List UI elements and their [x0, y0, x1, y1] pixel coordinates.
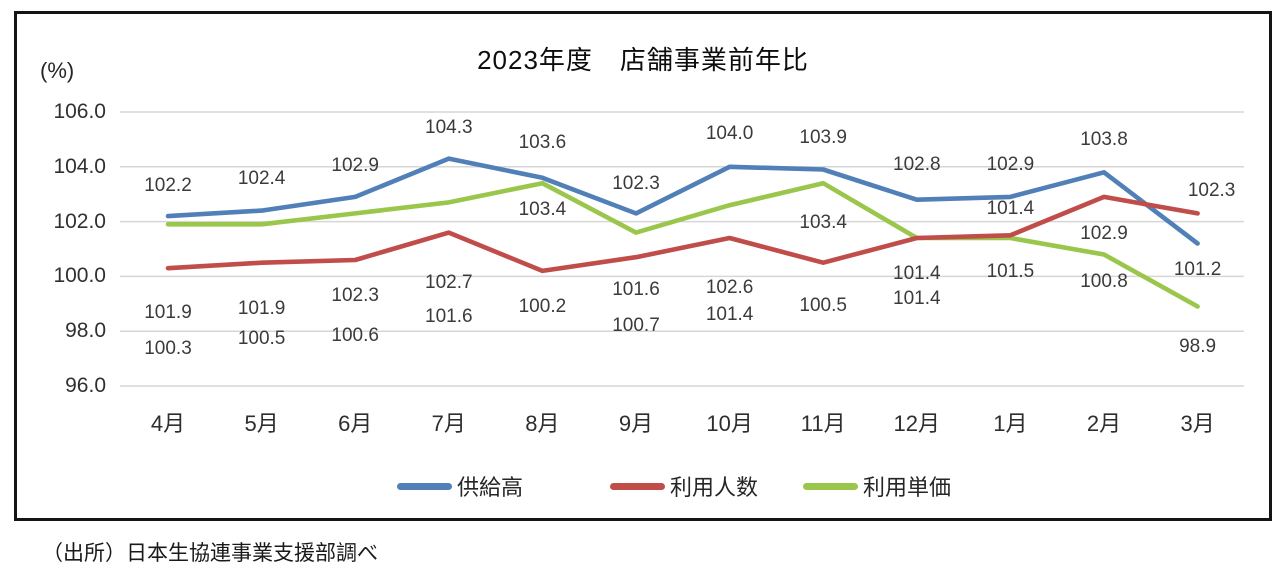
y-axis-unit-label: (%)	[40, 58, 75, 83]
month-label: 7月	[431, 411, 466, 436]
data-label: 101.9	[144, 302, 192, 323]
month-label: 11月	[800, 411, 846, 436]
data-label: 101.4	[705, 304, 754, 325]
data-label: 102.9	[986, 154, 1035, 175]
data-label: 102.3	[612, 173, 660, 194]
data-label: 101.9	[237, 298, 286, 319]
data-label: 102.6	[705, 277, 754, 298]
data-label: 100.6	[331, 325, 379, 346]
legend-label-users: 利用人数	[670, 475, 759, 500]
unit-price-line	[165, 180, 1200, 309]
supply-line	[165, 156, 1200, 246]
legend-label-supply: 供給高	[457, 475, 524, 500]
data-label: 101.4	[986, 198, 1035, 219]
data-label: 102.9	[331, 155, 379, 176]
data-label: 102.7	[425, 272, 473, 293]
month-label: 6月	[338, 411, 373, 436]
data-label: 98.9	[1179, 336, 1217, 357]
y-tick-label: 104.0	[53, 154, 106, 178]
data-label: 102.3	[331, 285, 379, 306]
data-label: 101.4	[893, 288, 941, 309]
data-label: 100.3	[144, 338, 192, 359]
legend-swatch-supply	[397, 482, 452, 490]
data-label: 103.6	[518, 132, 567, 153]
month-label: 4月	[150, 411, 186, 436]
data-label: 104.0	[705, 123, 754, 144]
data-label: 100.5	[237, 328, 286, 349]
data-label: 102.9	[1080, 223, 1128, 244]
legend-item-unit-price: 利用単価	[803, 471, 951, 501]
month-label: 2月	[1086, 411, 1122, 436]
y-tick-label: 96.0	[65, 374, 106, 397]
legend-label-unit-price: 利用単価	[863, 475, 952, 500]
legend-item-users: 利用人数	[610, 471, 758, 501]
chart-title: 2023年度 店舗事業前年比	[477, 45, 809, 75]
y-tick-label: 102.0	[53, 209, 106, 233]
month-label: 3月	[1180, 411, 1215, 436]
month-label: 1月	[993, 411, 1028, 436]
month-label: 9月	[618, 411, 654, 436]
month-label: 5月	[244, 411, 279, 436]
data-label: 103.4	[518, 199, 567, 220]
data-label: 103.8	[1080, 129, 1128, 150]
data-label: 101.6	[612, 279, 660, 300]
data-label: 103.4	[799, 212, 847, 233]
data-label: 103.9	[799, 127, 847, 148]
data-label: 101.5	[986, 261, 1035, 282]
users-line	[165, 194, 1200, 274]
y-tick-label: 100.0	[53, 264, 106, 288]
data-label: 102.8	[893, 154, 941, 175]
legend-swatch-users	[610, 482, 665, 490]
data-label: 104.3	[425, 117, 473, 138]
y-tick-label: 98.0	[65, 319, 106, 343]
y-tick-label: 106.0	[53, 100, 106, 123]
month-label: 8月	[525, 411, 560, 436]
data-label: 100.7	[612, 315, 660, 336]
data-label: 101.2	[1173, 259, 1222, 280]
data-label: 100.2	[518, 296, 567, 317]
legend-item-supply: 供給高	[397, 471, 523, 501]
month-label: 10月	[706, 411, 753, 436]
data-label: 101.6	[425, 306, 473, 327]
data-label: 102.3	[1187, 180, 1236, 201]
month-label: 12月	[893, 411, 941, 436]
legend-swatch-unit-price	[803, 482, 858, 490]
data-label: 100.8	[1080, 271, 1128, 292]
data-label: 102.2	[144, 175, 192, 196]
source-note: （出所）日本生協連事業支援部調べ	[42, 542, 378, 565]
data-label: 100.5	[799, 295, 847, 316]
data-label: 101.4	[893, 263, 941, 284]
data-label: 102.4	[237, 168, 286, 189]
